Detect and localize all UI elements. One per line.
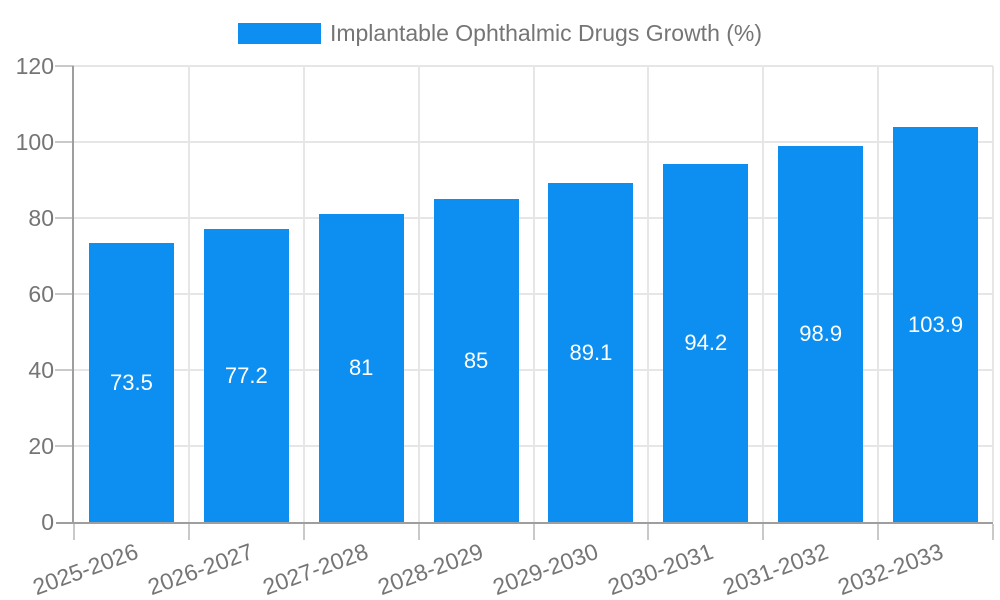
bar[interactable]: 89.1 xyxy=(548,183,634,522)
vertical-gridline xyxy=(647,66,650,522)
y-tick-label: 40 xyxy=(28,357,54,383)
bar[interactable]: 81 xyxy=(318,214,404,522)
bar[interactable]: 77.2 xyxy=(203,229,289,522)
y-axis-tick xyxy=(55,293,74,295)
bar-value-label: 89.1 xyxy=(569,339,613,365)
y-axis-tick xyxy=(55,65,74,67)
bar[interactable]: 98.9 xyxy=(778,146,864,522)
vertical-gridline xyxy=(762,66,765,522)
legend-label: Implantable Ophthalmic Drugs Growth (%) xyxy=(329,20,763,46)
bar-value-label: 98.9 xyxy=(799,321,843,346)
x-axis-tick xyxy=(532,524,535,540)
x-axis-tick xyxy=(992,524,994,540)
y-axis-tick xyxy=(55,217,74,219)
bar[interactable]: 103.9 xyxy=(893,127,979,522)
y-axis-tick xyxy=(55,369,74,371)
vertical-gridline xyxy=(187,66,190,522)
x-axis-tick xyxy=(877,524,880,540)
x-axis-tick xyxy=(187,524,190,540)
x-axis-tick xyxy=(417,524,420,540)
bar[interactable]: 85 xyxy=(433,199,519,522)
vertical-gridline xyxy=(992,66,994,522)
x-axis-line xyxy=(56,522,993,524)
y-tick-label: 100 xyxy=(15,129,54,155)
y-tick-label: 0 xyxy=(41,509,54,535)
bar-value-label: 85 xyxy=(463,347,489,373)
bar-value-label: 103.9 xyxy=(908,311,964,337)
x-axis-tick xyxy=(302,524,305,540)
vertical-gridline xyxy=(532,66,535,522)
bar[interactable]: 94.2 xyxy=(663,164,749,522)
y-axis-line xyxy=(72,66,74,524)
x-axis-tick xyxy=(73,524,75,540)
y-axis-tick xyxy=(55,141,74,143)
bar-value-label: 77.2 xyxy=(224,362,268,388)
bar[interactable]: 73.5 xyxy=(88,243,174,522)
y-axis-tick xyxy=(55,445,74,447)
legend[interactable]: Implantable Ophthalmic Drugs Growth (%) xyxy=(0,20,1000,46)
y-tick-label: 120 xyxy=(15,53,54,79)
vertical-gridline xyxy=(302,66,305,522)
x-axis-tick xyxy=(647,524,650,540)
y-tick-label: 20 xyxy=(28,433,54,459)
vertical-gridline xyxy=(877,66,880,522)
plot-area: 73.5 77.2 81 85 89.1 94.2 98.9 103.9 xyxy=(74,65,994,522)
legend-swatch xyxy=(237,22,321,44)
y-tick-label: 80 xyxy=(28,205,54,231)
bar-value-label: 94.2 xyxy=(684,330,728,355)
bar-value-label: 73.5 xyxy=(110,369,153,395)
y-tick-label: 60 xyxy=(28,281,54,307)
x-axis-tick xyxy=(762,524,765,540)
bar-value-label: 81 xyxy=(348,355,374,380)
vertical-gridline xyxy=(417,66,420,522)
